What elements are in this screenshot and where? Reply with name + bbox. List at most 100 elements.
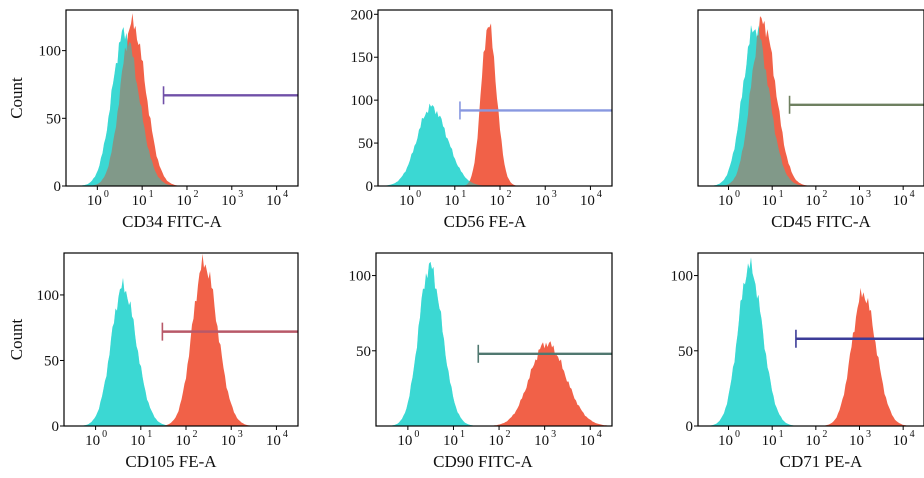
x-tick-exponent: 0	[414, 429, 419, 440]
y-tick-label: 50	[358, 136, 373, 152]
x-tick-label: 10	[85, 433, 100, 449]
y-tick-label: 0	[686, 419, 694, 435]
y-tick-label: 100	[349, 269, 372, 285]
x-tick-exponent: 3	[551, 429, 556, 440]
y-axis-label: Count	[7, 77, 26, 119]
x-tick-label: 10	[580, 193, 595, 209]
x-tick-exponent: 2	[507, 189, 512, 200]
x-tick-label: 10	[490, 193, 505, 209]
plot-frame-6	[697, 252, 924, 427]
x-tick-label: 10	[130, 433, 145, 449]
x-axis-label: CD71 PE-A	[780, 452, 863, 471]
marker-histogram-6	[700, 287, 924, 426]
marker-histogram-2	[380, 23, 612, 187]
x-tick-exponent: 3	[238, 189, 243, 200]
x-axis-label: CD34 FITC-A	[122, 212, 222, 231]
y-axis-label: Count	[7, 318, 26, 360]
x-tick-label: 10	[221, 193, 236, 209]
isotype-overlay-2	[380, 103, 612, 186]
x-tick-label: 10	[132, 193, 147, 209]
plot-frame-5	[375, 252, 613, 427]
plot-frame-4	[63, 252, 299, 427]
x-tick-label: 10	[718, 193, 733, 209]
x-tick-label: 10	[849, 433, 864, 449]
x-tick-label: 10	[893, 433, 908, 449]
x-tick-exponent: 0	[416, 189, 421, 200]
y-tick-label: 100	[37, 288, 60, 304]
x-tick-label: 10	[443, 433, 458, 449]
y-tick-label: 0	[52, 419, 60, 435]
y-tick-label: 150	[351, 50, 374, 66]
isotype-overlay-1	[68, 27, 298, 186]
isotype-overlay-6	[700, 257, 924, 426]
x-tick-exponent: 0	[735, 429, 740, 440]
x-tick-exponent: 4	[910, 189, 915, 200]
x-tick-label: 10	[580, 433, 595, 449]
x-tick-exponent: 2	[193, 429, 198, 440]
marker-histogram-5	[378, 341, 612, 426]
x-tick-label: 10	[399, 193, 414, 209]
isotype-overlay-5	[378, 261, 612, 426]
x-tick-exponent: 4	[597, 429, 602, 440]
y-tick-label: 50	[678, 344, 693, 360]
isotype-overlay-4	[66, 278, 298, 426]
x-tick-exponent: 1	[147, 429, 152, 440]
x-tick-exponent: 1	[779, 189, 784, 200]
x-tick-exponent: 0	[102, 429, 107, 440]
x-tick-label: 10	[221, 433, 236, 449]
y-tick-label: 100	[671, 269, 694, 285]
x-tick-exponent: 1	[149, 189, 154, 200]
x-tick-exponent: 3	[238, 429, 243, 440]
x-tick-exponent: 4	[283, 189, 288, 200]
x-tick-label: 10	[489, 433, 504, 449]
x-axis-label: CD45 FITC-A	[771, 212, 871, 231]
y-tick-label: 0	[54, 179, 62, 195]
y-tick-label: 100	[39, 44, 62, 60]
y-tick-label: 50	[44, 353, 59, 369]
x-tick-label: 10	[849, 193, 864, 209]
x-axis-label: CD90 FITC-A	[433, 452, 533, 471]
x-tick-label: 10	[534, 433, 549, 449]
y-tick-label: 50	[46, 111, 61, 127]
x-tick-exponent: 2	[506, 429, 511, 440]
x-tick-exponent: 2	[822, 189, 827, 200]
x-tick-label: 10	[718, 433, 733, 449]
y-tick-label: 0	[366, 179, 374, 195]
x-tick-label: 10	[805, 193, 820, 209]
plot-frame-2	[377, 9, 613, 187]
x-tick-exponent: 3	[866, 189, 871, 200]
isotype-overlay-3	[700, 25, 924, 187]
x-axis-label: CD56 FE-A	[444, 212, 527, 231]
plot-frame-1	[65, 9, 299, 187]
x-tick-label: 10	[266, 433, 281, 449]
x-tick-exponent: 4	[597, 189, 602, 200]
x-tick-label: 10	[444, 193, 459, 209]
x-tick-exponent: 3	[552, 189, 557, 200]
x-tick-exponent: 1	[779, 429, 784, 440]
x-tick-exponent: 0	[104, 189, 109, 200]
plot-frame-3	[697, 9, 924, 187]
marker-histogram-4	[66, 253, 298, 426]
y-tick-label: 200	[351, 7, 374, 23]
x-tick-label: 10	[397, 433, 412, 449]
y-tick-label: 50	[356, 344, 371, 360]
x-tick-exponent: 0	[735, 189, 740, 200]
y-tick-label: 100	[351, 93, 374, 109]
x-tick-exponent: 2	[822, 429, 827, 440]
x-tick-exponent: 1	[461, 189, 466, 200]
x-tick-label: 10	[266, 193, 281, 209]
x-axis-label: CD105 FE-A	[125, 452, 217, 471]
x-tick-label: 10	[805, 433, 820, 449]
x-tick-label: 10	[762, 433, 777, 449]
x-tick-label: 10	[176, 433, 191, 449]
x-tick-label: 10	[762, 193, 777, 209]
x-tick-exponent: 2	[193, 189, 198, 200]
x-tick-exponent: 3	[866, 429, 871, 440]
